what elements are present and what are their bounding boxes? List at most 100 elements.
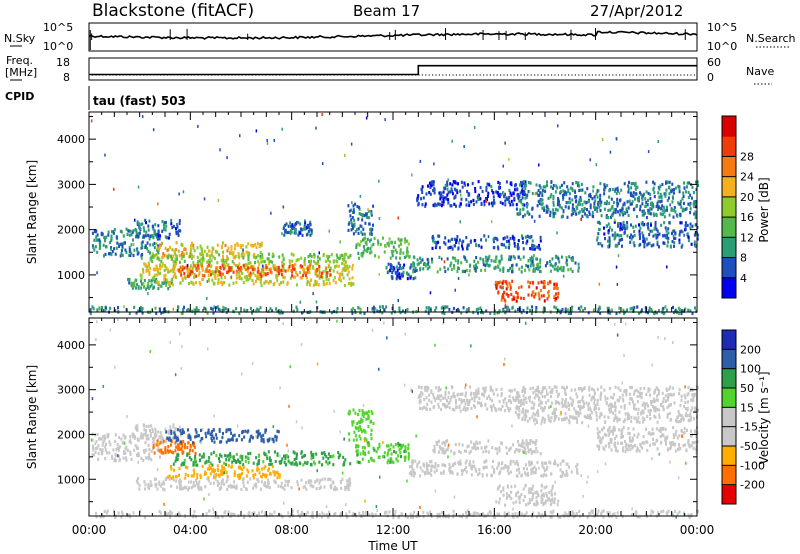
echo-cell: [395, 277, 398, 281]
echo-cell: [183, 252, 186, 256]
echo-cell: [194, 484, 197, 488]
echo-cell: [566, 263, 569, 267]
echo-cell: [535, 309, 538, 313]
echo-cell: [135, 424, 138, 428]
echo-cell: [271, 252, 274, 256]
echo-cell: [507, 406, 509, 410]
echo-cell: [560, 206, 563, 210]
echo-cell: [162, 281, 165, 285]
echo-cell: [229, 268, 232, 272]
echo-speckle: [197, 124, 199, 128]
echo-cell: [246, 250, 249, 255]
echo-cell: [227, 257, 229, 261]
echo-cell: [241, 243, 244, 248]
echo-cell: [254, 472, 257, 477]
echo-cell: [433, 470, 436, 474]
echo-cell: [164, 280, 166, 284]
echo-cell: [488, 202, 491, 206]
echo-cell: [164, 446, 167, 450]
echo-cell: [483, 234, 486, 238]
echo-cell: [343, 255, 346, 259]
echo-cell: [507, 245, 510, 249]
echo-cell: [562, 209, 565, 213]
echo-cell: [363, 214, 366, 218]
echo-cell: [517, 400, 520, 404]
echo-cell: [552, 208, 555, 212]
echo-cell: [486, 396, 489, 400]
echo-cell: [399, 263, 402, 267]
echo-cell: [451, 471, 454, 475]
echo-cell: [515, 203, 518, 207]
echo-cell: [633, 306, 636, 310]
echo-cell: [352, 232, 355, 236]
echo-cell: [391, 251, 394, 255]
echo-cell: [694, 210, 697, 214]
echo-cell: [247, 262, 250, 266]
echo-cell: [648, 208, 651, 212]
echo-cell: [139, 306, 142, 310]
echo-cell: [147, 233, 150, 237]
echo-cell: [505, 287, 508, 291]
echo-cell: [304, 221, 307, 225]
echo-cell: [677, 201, 680, 205]
echo-cell: [531, 440, 534, 444]
echo-cell: [549, 280, 552, 284]
echo-cell: [222, 267, 225, 271]
echo-cell: [391, 241, 393, 245]
echo-cell: [501, 404, 504, 408]
echo-cell: [179, 429, 182, 433]
echo-cell: [326, 271, 329, 275]
echo-cell: [463, 405, 466, 410]
echo-cell: [626, 234, 629, 238]
echo-cell: [243, 308, 246, 312]
echo-cell: [281, 457, 284, 461]
echo-cell: [162, 487, 164, 491]
echo-cell: [417, 385, 420, 389]
echo-cell: [657, 199, 660, 203]
echo-cell: [525, 463, 527, 467]
echo-cell: [535, 447, 538, 451]
echo-cell: [486, 182, 489, 186]
echo-cell: [329, 478, 332, 482]
echo-cell: [519, 308, 522, 312]
echo-cell: [428, 190, 431, 195]
echo-cell: [427, 184, 429, 188]
echo-cell: [259, 250, 262, 255]
echo-cell: [570, 213, 573, 217]
echo-cell: [314, 282, 317, 286]
echo-cell: [122, 456, 125, 460]
echo-cell: [392, 249, 395, 253]
echo-cell: [515, 207, 518, 211]
echo-cell: [673, 244, 675, 248]
echo-cell: [418, 460, 421, 464]
echo-cell: [574, 200, 577, 204]
echo-cell: [617, 242, 620, 246]
echo-cell: [595, 192, 598, 196]
echo-speckle: [315, 126, 317, 130]
echo-cell: [248, 273, 251, 277]
power-colorbar-cell: [722, 196, 736, 218]
echo-cell: [660, 207, 663, 211]
echo-cell: [448, 406, 451, 410]
echo-cell: [528, 463, 531, 467]
echo-cell: [484, 388, 487, 392]
echo-speckle: [611, 308, 613, 312]
echo-cell: [413, 262, 415, 266]
echo-cell: [638, 223, 640, 227]
echo-cell: [642, 239, 645, 243]
echo-cell: [446, 447, 449, 451]
echo-cell: [630, 223, 632, 227]
echo-cell: [477, 473, 479, 477]
echo-cell: [356, 242, 359, 246]
echo-cell: [540, 280, 543, 284]
echo-cell: [459, 462, 462, 466]
echo-cell: [254, 274, 257, 278]
echo-cell: [316, 267, 319, 271]
echo-cell: [392, 460, 395, 464]
echo-cell: [390, 460, 393, 464]
echo-cell: [437, 402, 440, 406]
echo-cell: [512, 192, 515, 196]
echo-cell: [607, 216, 610, 220]
echo-cell: [261, 467, 263, 471]
echo-cell: [672, 305, 674, 309]
